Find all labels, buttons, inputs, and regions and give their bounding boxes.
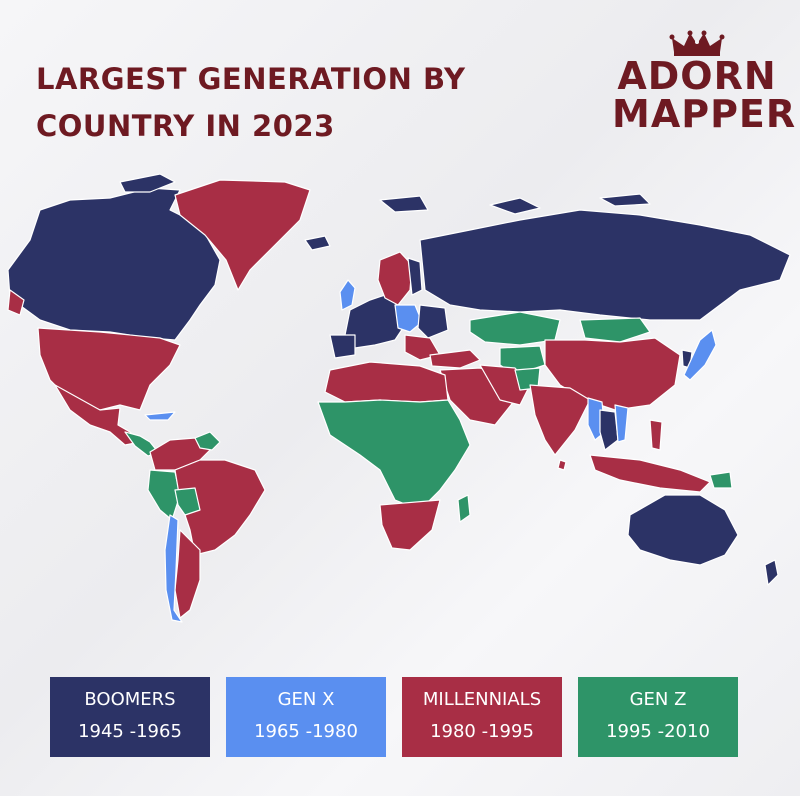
legend-boomers-range: 1945 -1965 — [78, 721, 182, 742]
region-ecuador-peru — [147, 469, 181, 521]
region-kazakhstan — [469, 311, 561, 346]
title-line-1: LARGEST GENERATION BY — [36, 62, 466, 96]
region-iberia — [329, 334, 356, 359]
legend-millennials: MILLENNIALS 1980 -1995 — [402, 677, 562, 757]
region-argentina — [174, 529, 201, 619]
region-eastern-europe — [417, 304, 449, 339]
legend-genz: GEN Z 1995 -2010 — [578, 677, 738, 757]
region-iceland — [304, 235, 331, 251]
legend-boomers: BOOMERS 1945 -1965 — [50, 677, 210, 757]
region-arctic-islands — [119, 173, 176, 193]
legend-genz-name: GEN Z — [629, 689, 687, 710]
legend-genx: GEN X 1965 -1980 — [226, 677, 386, 757]
region-papua — [709, 471, 733, 489]
title-line-2: COUNTRY IN 2023 — [36, 109, 335, 143]
region-uk — [339, 279, 356, 311]
region-new-zealand — [764, 559, 779, 586]
region-north-africa — [324, 361, 449, 403]
world-map — [7, 173, 791, 623]
region-malaysia-indonesia — [589, 454, 711, 493]
region-greenland — [174, 179, 311, 291]
region-alaska-tip — [7, 289, 25, 316]
region-bolivia — [174, 487, 201, 516]
region-mongolia — [579, 317, 651, 343]
region-chile — [164, 514, 183, 623]
region-russia — [419, 209, 791, 321]
brand-logo: ADORN MAPPER — [612, 30, 797, 140]
legend-millennials-range: 1980 -1995 — [430, 721, 534, 742]
legend-millennials-name: MILLENNIALS — [422, 689, 542, 710]
legend-genx-name: GEN X — [277, 689, 335, 710]
brand-word-1: ADORN — [617, 54, 777, 98]
crown-icon — [669, 30, 725, 56]
region-india — [529, 384, 591, 456]
region-australia — [627, 494, 739, 566]
region-scandinavia — [377, 251, 413, 306]
region-caribbean — [144, 411, 176, 421]
region-southern-africa — [379, 499, 441, 551]
region-turkey — [429, 349, 481, 369]
region-japan — [683, 329, 717, 381]
region-central-europe — [394, 304, 423, 333]
region-madagascar — [457, 494, 471, 523]
region-sub-saharan-africa — [317, 399, 471, 511]
region-brazil — [174, 459, 266, 556]
legend-genz-range: 1995 -2010 — [606, 721, 710, 742]
legend-boomers-name: BOOMERS — [84, 689, 176, 710]
brand-word-2: MAPPER — [612, 92, 797, 136]
region-guyana — [194, 431, 221, 451]
region-arctic-russia-islands — [379, 193, 651, 215]
region-sri-lanka — [557, 459, 567, 471]
map-title: LARGEST GENERATION BY COUNTRY IN 2023 — [36, 56, 465, 150]
region-thailand — [599, 409, 619, 451]
region-china — [544, 337, 681, 411]
region-philippines — [649, 419, 663, 451]
region-usa — [37, 327, 181, 411]
legend-genx-range: 1965 -1980 — [254, 721, 358, 742]
region-vietnam — [614, 404, 629, 443]
region-finland — [407, 257, 423, 296]
